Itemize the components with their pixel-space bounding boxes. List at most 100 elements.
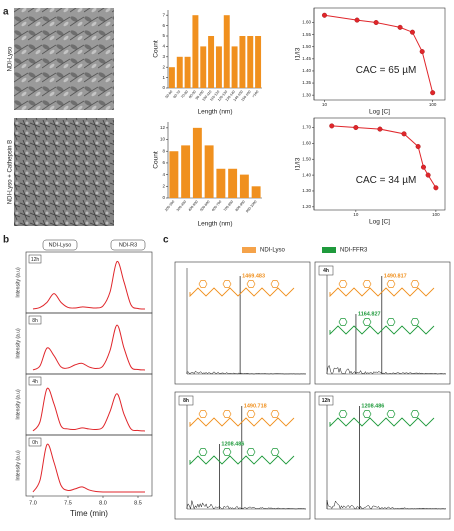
legend-box <box>28 437 42 447</box>
bar <box>192 127 202 198</box>
data-point <box>409 29 415 35</box>
trace <box>32 387 146 432</box>
molecule-ring <box>198 410 208 418</box>
data-point <box>353 125 359 131</box>
series-label: 4h <box>32 379 38 385</box>
molecule-ring <box>198 280 208 288</box>
molecule-ring <box>410 280 420 288</box>
tem-image <box>14 118 114 226</box>
y-tick-label: 0 <box>162 195 165 200</box>
data-point <box>430 90 436 96</box>
molecule-ring <box>362 410 372 418</box>
bar <box>204 145 214 198</box>
x-tick-label: 100-110 <box>201 90 212 102</box>
data-point <box>377 126 383 132</box>
y-axis-label: I1/I3 <box>295 47 302 60</box>
annotation: CAC = 34 µM <box>356 175 417 186</box>
legend-swatch <box>242 247 256 253</box>
data-point <box>373 20 379 26</box>
y-tick-label: 3 <box>162 54 165 59</box>
y-axis-label: Intensity (a.u) <box>15 450 21 481</box>
y-axis-label: Intensity (a.u) <box>15 389 21 420</box>
peak-label: 1490.817 <box>384 273 407 279</box>
data-point <box>401 131 407 137</box>
trace <box>32 443 145 493</box>
x-tick-label: 110-120 <box>209 90 220 102</box>
y-tick-label: 1.40 <box>302 68 311 73</box>
x-tick-label: 10 <box>322 102 328 107</box>
y-tick-label: 1 <box>162 75 165 80</box>
molecule-ring <box>386 410 396 418</box>
spectrum-noise <box>186 500 306 510</box>
y-tick-label: 1.20 <box>302 204 311 209</box>
bar <box>208 36 215 88</box>
molecule-ring <box>362 318 372 326</box>
series-label: 8h <box>32 318 38 324</box>
x-tick-label: 130-140 <box>225 90 236 102</box>
data-point <box>329 123 335 129</box>
spectrum-frame <box>174 391 311 520</box>
spectrum-frame <box>314 261 451 385</box>
series-label: 0h <box>32 440 38 446</box>
peak-label: 1469.483 <box>242 273 265 279</box>
y-axis-label: Intensity (a.u) <box>15 328 21 359</box>
time-box <box>178 395 194 406</box>
panel-label: a <box>3 7 9 18</box>
y-tick-label: 8 <box>162 148 165 153</box>
tem-image <box>14 8 114 110</box>
subplot-frame <box>25 434 153 497</box>
peak-label: 1490.718 <box>244 403 267 409</box>
time-box <box>318 265 334 276</box>
x-axis-label: Log [C] <box>369 109 390 116</box>
bar <box>231 46 238 88</box>
molecule-ring <box>246 280 256 288</box>
molecule <box>329 325 435 336</box>
legend-box <box>28 376 42 386</box>
annotation: CAC = 65 µM <box>356 65 417 76</box>
panel-label: c <box>163 235 169 246</box>
y-tick-label: 0 <box>162 85 165 90</box>
x-tick-label: 100 <box>429 102 437 107</box>
bar <box>192 15 199 89</box>
data-point <box>420 164 426 170</box>
y-axis-label: Count <box>153 40 160 58</box>
x-tick-label: 50-60 <box>165 90 174 99</box>
x-axis-label: Length (nm) <box>197 221 232 228</box>
molecule-ring <box>270 410 280 418</box>
molecule <box>329 417 435 428</box>
x-tick-label: >160 <box>251 90 259 99</box>
spectrum-noise <box>326 500 446 510</box>
x-tick-label: 10 <box>353 212 359 217</box>
molecule <box>329 287 435 298</box>
y-tick-label: 6 <box>162 23 165 28</box>
molecule-ring <box>410 410 420 418</box>
bar <box>184 56 191 88</box>
panel-label: b <box>3 235 9 246</box>
legend-label: NDI-FFR3 <box>340 248 368 254</box>
y-tick-label: 12 <box>160 125 166 130</box>
x-tick-label: 120-130 <box>217 90 228 102</box>
annotation: NDI-R3 <box>119 242 137 248</box>
subplot-frame <box>25 373 153 436</box>
spectrum-noise <box>326 365 446 375</box>
molecule-ring <box>410 318 420 326</box>
legend-box <box>28 315 42 325</box>
trace <box>32 261 146 310</box>
image-label: NDI-Lyso + Cathepsin B <box>8 140 14 204</box>
molecule-ring <box>222 410 232 418</box>
x-axis-label: Log [C] <box>369 219 390 226</box>
molecule-ring <box>338 280 348 288</box>
x-tick-label: 900-1000 <box>245 200 258 214</box>
y-tick-label: 1.50 <box>302 44 311 49</box>
x-tick-label: 90-100 <box>195 90 205 101</box>
y-tick-label: 1.35 <box>302 80 311 85</box>
y-tick-label: 1.50 <box>302 156 311 161</box>
x-tick-label: 600-700 <box>211 200 222 212</box>
x-tick-label: 100 <box>432 212 440 217</box>
molecule-ring <box>338 410 348 418</box>
bar <box>239 174 249 198</box>
y-tick-label: 1.55 <box>302 32 311 37</box>
y-tick-label: 1.60 <box>302 20 311 25</box>
y-tick-label: 1.45 <box>302 56 311 61</box>
